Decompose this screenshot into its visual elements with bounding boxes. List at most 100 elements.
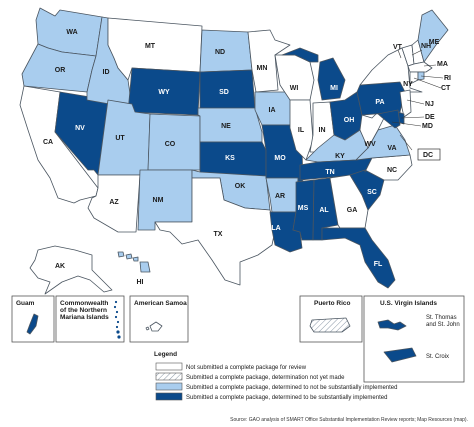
external-labels: VT NH MA RI CT NJ DE MD DC [393, 43, 451, 161]
label-wy: WY [158, 89, 170, 96]
state-hi[interactable] [117, 251, 151, 273]
label-la: LA [271, 225, 280, 232]
label-dc: DC [423, 152, 433, 159]
label-wa: WA [66, 29, 77, 36]
state-mi[interactable] [281, 47, 346, 101]
label-or: OR [55, 67, 66, 74]
vi-title: U.S. Virgin Islands [380, 300, 437, 307]
cnmi-box [55, 295, 125, 343]
cnmi-title-2: of the Northern [60, 307, 107, 314]
samoa-shape[interactable] [149, 321, 163, 332]
state-ny[interactable] [359, 47, 423, 93]
guam-shape[interactable] [26, 313, 39, 335]
label-nj: NJ [425, 101, 434, 108]
label-ri: RI [444, 75, 451, 82]
label-sd: SD [219, 89, 229, 96]
label-vt: VT [393, 44, 403, 51]
cnmi-title-1: Commonwealth [60, 300, 108, 307]
label-me: ME [429, 39, 440, 46]
label-sc: SC [367, 189, 377, 196]
label-hi: HI [137, 279, 144, 286]
state-nd[interactable] [199, 29, 253, 73]
dc-box[interactable] [417, 148, 441, 161]
label-fl: FL [374, 261, 383, 268]
cnmi-island [114, 315, 118, 319]
label-wv: WV [364, 141, 376, 148]
cnmi-island [116, 330, 120, 334]
state-labels: WA OR CA NV ID MT WY UT AZ CO NM ND SD NE KS OK TX MN IA MO… [43, 29, 440, 286]
label-id: ID [103, 69, 110, 76]
pr-shape[interactable] [309, 317, 351, 333]
legend-swatch-substantially [155, 392, 183, 401]
label-ar: AR [275, 193, 285, 200]
label-ms: MS [298, 205, 309, 212]
label-tn: TN [325, 169, 334, 176]
label-tx: TX [214, 231, 223, 238]
cnmi-island [116, 320, 120, 324]
state-me[interactable] [417, 9, 449, 63]
legend-swatch-not-submitted [155, 362, 183, 371]
legend-title: Legend [154, 351, 177, 358]
label-de: DE [425, 114, 435, 121]
pr-box [299, 295, 363, 343]
label-az: AZ [109, 199, 119, 206]
label-ak: AK [55, 263, 65, 270]
cnmi-islands[interactable] [113, 300, 121, 339]
cnmi-island [113, 305, 117, 309]
label-ky: KY [335, 153, 345, 160]
state-az[interactable] [87, 174, 141, 233]
states-layer [19, 7, 449, 289]
label-mn: MN [257, 65, 268, 72]
vi-sub-north-2: and St. John [426, 322, 460, 328]
vi-box [363, 295, 465, 383]
state-tx[interactable] [154, 177, 276, 286]
leader-lines [391, 49, 444, 151]
state-md[interactable] [377, 109, 401, 129]
vi-thomas-john-shape[interactable] [377, 319, 407, 331]
label-ks: KS [225, 155, 235, 162]
label-va: VA [387, 145, 396, 152]
label-mo: MO [274, 155, 286, 162]
cnmi-island [114, 300, 118, 304]
label-oh: OH [344, 117, 355, 124]
label-nm: NM [153, 197, 164, 204]
label-mt: MT [145, 43, 156, 50]
state-fl[interactable] [321, 227, 396, 289]
state-nm[interactable] [137, 169, 193, 231]
label-ga: GA [347, 207, 358, 214]
label-ne: NE [221, 123, 231, 130]
samoa-title: American Samoa [134, 300, 187, 307]
legend-label-substantially: Submitted a complete package, determined… [186, 395, 387, 401]
label-md: MD [422, 123, 433, 130]
cnmi-island [115, 310, 119, 314]
legend-items: Not submitted a complete package for rev… [155, 362, 397, 401]
label-il: IL [298, 127, 305, 134]
vi-sub-south: St. Croix [426, 354, 449, 360]
legend-swatch-pending [155, 372, 183, 381]
state-ak[interactable] [29, 245, 113, 295]
legend-label-not-submitted: Not submitted a complete package for rev… [186, 365, 307, 371]
label-ca: CA [43, 139, 53, 146]
vi-sub-north-1: St. Thomas [426, 315, 457, 321]
samoa-shape-2[interactable] [145, 326, 150, 331]
label-nc: NC [387, 167, 397, 174]
label-pa: PA [375, 99, 384, 106]
label-nh: NH [421, 43, 431, 50]
vi-croix-shape[interactable] [383, 347, 417, 363]
source-note: Source: GAO analysis of SMART Office Sub… [230, 417, 468, 423]
cnmi-title-3: Mariana Islands [60, 314, 109, 321]
territories: Guam Commonwealth of the Northern Marian… [11, 295, 465, 383]
label-ma: MA [437, 61, 448, 68]
label-ia: IA [269, 107, 276, 114]
alaska-hawaii-group [29, 245, 151, 295]
label-ut: UT [115, 135, 125, 142]
label-ny: NY [403, 81, 413, 88]
samoa-box [129, 295, 189, 343]
legend-swatch-not-substantially [155, 382, 183, 391]
label-nv: NV [75, 125, 85, 132]
state-nj[interactable] [399, 89, 412, 118]
legend-label-not-substantially: Submitted a complete package, determined… [186, 385, 397, 391]
label-nd: ND [215, 49, 225, 56]
